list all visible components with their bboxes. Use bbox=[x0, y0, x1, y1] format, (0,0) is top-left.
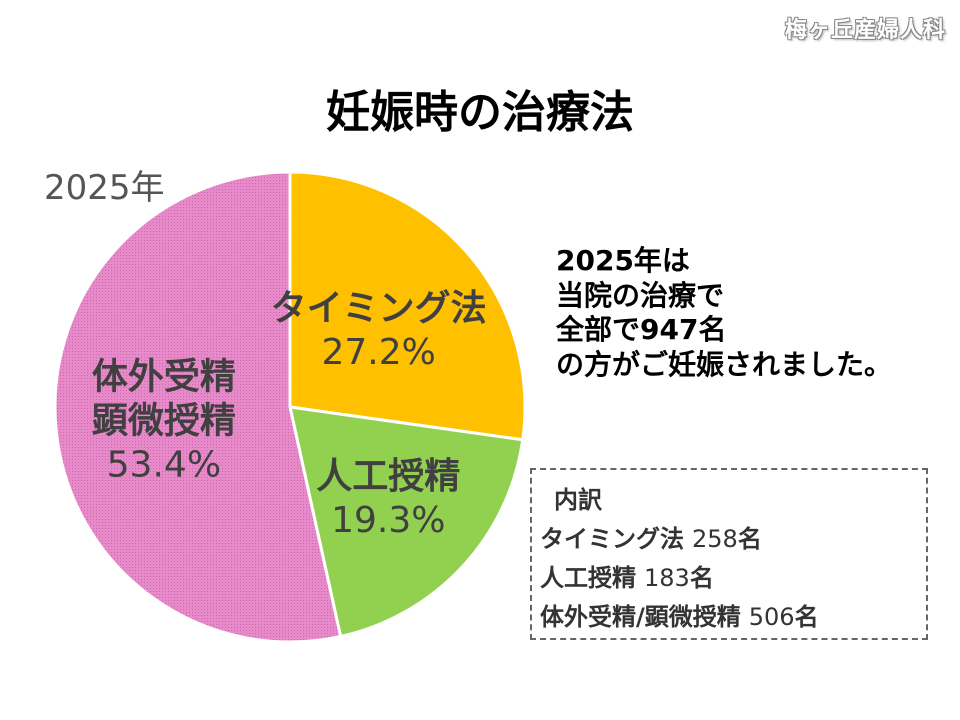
pie-slice-1 bbox=[288, 405, 525, 639]
breakdown-value: 183名 bbox=[644, 564, 714, 592]
summary-note: 2025年は 当院の治療で 全部で947名 の方がご妊娠されました。 bbox=[556, 244, 892, 383]
breakdown-box: 内訳 タイミング法 258名 人工授精 183名 体外受精/顕微授精 506名 bbox=[530, 468, 928, 640]
page-title: 妊娠時の治療法 bbox=[326, 87, 634, 138]
breakdown-label: タイミング法 bbox=[540, 525, 684, 553]
slice-category-label: タイミング法 bbox=[271, 288, 487, 329]
note-line: 全部で947名 bbox=[556, 313, 727, 347]
breakdown-row-iui: 人工授精 183名 bbox=[540, 558, 926, 593]
note-line: 2025年は bbox=[556, 244, 690, 277]
note-line: 当院の治療で bbox=[556, 278, 725, 312]
pie-slice-0 bbox=[288, 170, 527, 442]
note-line: の方がご妊娠されました。 bbox=[556, 348, 893, 382]
breakdown-value: 258名 bbox=[692, 525, 762, 553]
breakdown-value: 506名 bbox=[748, 603, 819, 631]
pie-slice-2 bbox=[53, 170, 343, 644]
breakdown-row-timing: タイミング法 258名 bbox=[540, 519, 926, 554]
year-label: 2025年 bbox=[44, 168, 165, 208]
breakdown-label: 体外受精/顕微授精 bbox=[540, 603, 741, 631]
slice-percent-label: 27.2% bbox=[322, 332, 436, 373]
clinic-watermark: 梅ヶ丘産婦人科 bbox=[784, 18, 946, 43]
slice-category-label: 体外受精 bbox=[92, 357, 236, 398]
breakdown-row-ivf: 体外受精/顕微授精 506名 bbox=[540, 597, 926, 632]
slice-category-label: 人工授精 bbox=[316, 456, 460, 497]
slice-category-label: 顕微授精 bbox=[92, 401, 236, 442]
breakdown-label: 人工授精 bbox=[540, 564, 636, 592]
slice-percent-label: 53.4% bbox=[107, 445, 221, 486]
slice-percent-label: 19.3% bbox=[331, 500, 445, 541]
breakdown-heading: 内訳 bbox=[554, 486, 602, 514]
